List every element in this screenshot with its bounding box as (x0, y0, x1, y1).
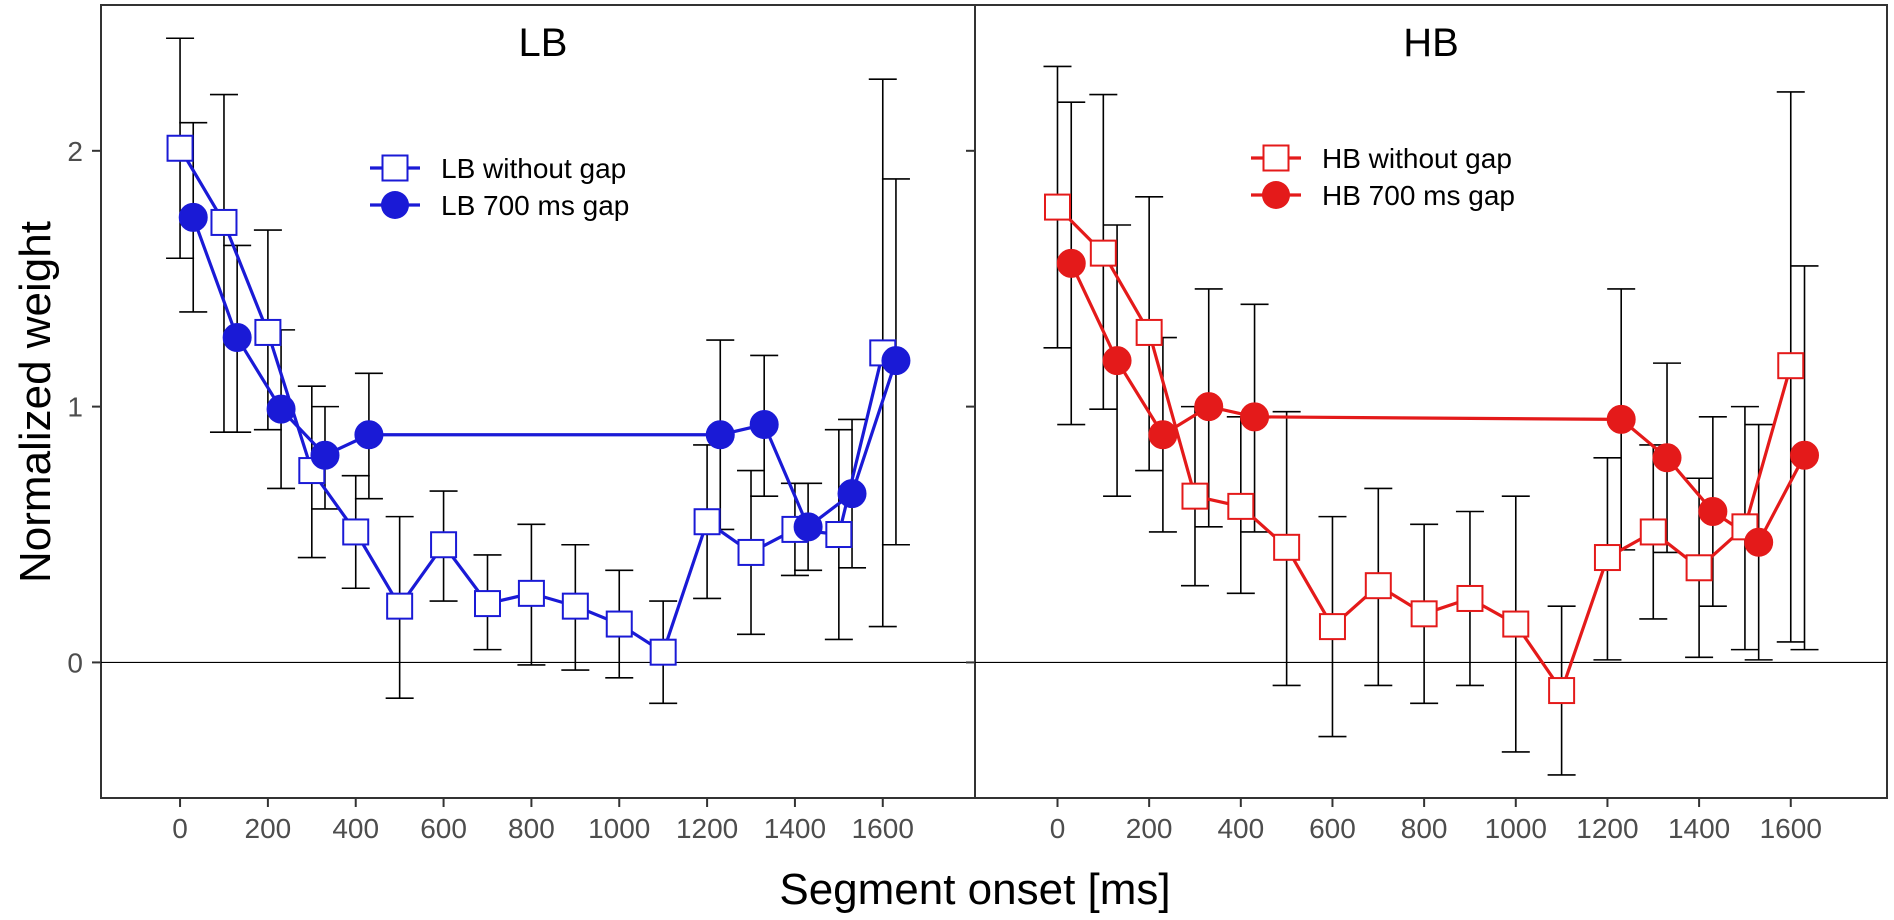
data-point (1652, 443, 1682, 473)
x-axis-title: Segment onset [ms] (779, 865, 1170, 914)
data-point (1790, 440, 1820, 470)
data-point (1698, 496, 1728, 526)
x-tick-label: 1200 (676, 813, 738, 844)
data-point (881, 346, 911, 376)
x-tick-label: 600 (420, 813, 467, 844)
data-point (1744, 527, 1774, 557)
data-point (1410, 600, 1438, 628)
data-point (1318, 613, 1346, 641)
x-tick-label: 200 (245, 813, 292, 844)
data-point (254, 318, 282, 346)
data-point (166, 134, 194, 162)
x-tick-label: 400 (332, 813, 379, 844)
data-point (1056, 248, 1086, 278)
x-tick-label: 600 (1309, 813, 1356, 844)
data-point (705, 420, 735, 450)
legend-marker (381, 191, 409, 219)
x-tick-label: 1000 (1485, 813, 1547, 844)
data-point (1273, 533, 1301, 561)
data-point (222, 323, 252, 353)
data-point (1227, 492, 1255, 520)
data-point (517, 579, 545, 607)
x-tick-label: 1200 (1576, 813, 1638, 844)
data-point (1502, 610, 1530, 638)
legend-marker (1262, 181, 1290, 209)
panel-hb-title: HB (1403, 21, 1459, 65)
panel-hb-frame (974, 4, 1888, 799)
x-tick-label: 1600 (1760, 813, 1822, 844)
data-point (386, 592, 414, 620)
data-point (749, 410, 779, 440)
data-point (1593, 544, 1621, 572)
data-point (605, 610, 633, 638)
data-point (178, 202, 208, 232)
x-tick-label: 1400 (764, 813, 826, 844)
plot-layer: 0 200 400 600 800 1000 1200 1400 1600 0 1 2 LB witho… (67, 37, 1887, 844)
data-point (1148, 420, 1178, 450)
x-tick-label: 1400 (1668, 813, 1730, 844)
data-point (310, 440, 340, 470)
data-point (1043, 193, 1071, 221)
data-point (793, 512, 823, 542)
panel-lb-title: LB (519, 21, 568, 65)
data-point (210, 208, 238, 236)
data-point (649, 638, 677, 666)
data-point (1364, 572, 1392, 600)
legend-label: HB 700 ms gap (1322, 180, 1515, 211)
y-tick-label: 2 (67, 136, 83, 167)
data-point (1135, 318, 1163, 346)
data-point (837, 479, 867, 509)
data-point (693, 508, 721, 536)
legend-label: HB without gap (1322, 143, 1512, 174)
data-point (1606, 404, 1636, 434)
data-point (1548, 677, 1576, 705)
y-axis-title: Normalized weight (11, 221, 60, 583)
data-point (1685, 554, 1713, 582)
data-point (1102, 346, 1132, 376)
data-point (1639, 518, 1667, 546)
data-point (1194, 392, 1224, 422)
data-point (825, 521, 853, 549)
data-point (430, 531, 458, 559)
x-tick-label: 800 (1401, 813, 1448, 844)
data-point (1777, 352, 1805, 380)
legend-label: LB 700 ms gap (441, 190, 629, 221)
x-tick-label: 400 (1217, 813, 1264, 844)
legend-label: LB without gap (441, 153, 626, 184)
data-point (1456, 584, 1484, 612)
data-point (1181, 482, 1209, 510)
data-point (1089, 239, 1117, 267)
data-point (737, 538, 765, 566)
series-line (191, 216, 898, 529)
legend-marker (1262, 144, 1290, 172)
data-point (342, 518, 370, 546)
x-tick-label: 0 (1050, 813, 1066, 844)
data-point (473, 590, 501, 618)
x-tick-label: 800 (508, 813, 555, 844)
y-tick-label: 0 (67, 647, 83, 678)
x-tick-label: 200 (1126, 813, 1173, 844)
legend-marker (381, 154, 409, 182)
y-tick-label: 1 (67, 392, 83, 423)
data-point (1240, 402, 1270, 432)
x-tick-label: 0 (172, 813, 188, 844)
data-point (266, 394, 296, 424)
x-tick-label: 1000 (588, 813, 650, 844)
x-tick-label: 1600 (852, 813, 914, 844)
data-point (561, 592, 589, 620)
data-point (354, 420, 384, 450)
